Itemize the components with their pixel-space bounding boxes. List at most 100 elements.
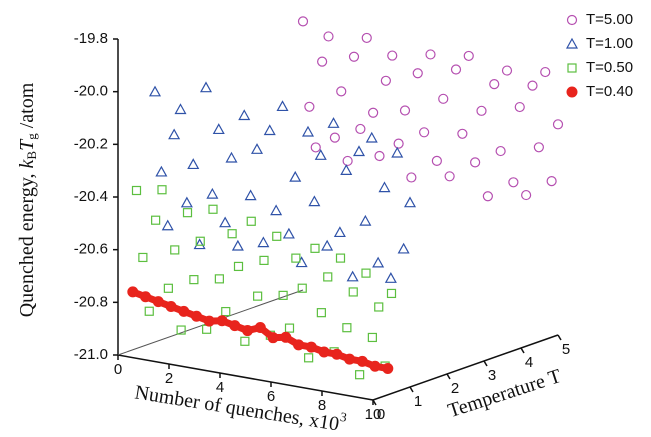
z-tick-label: 2 [451,380,459,397]
point [206,187,219,199]
label-part: g [24,133,39,140]
point [393,138,404,149]
point [155,165,168,177]
point [178,305,190,317]
point [369,360,381,372]
point [293,339,305,351]
point [189,275,199,285]
z-tick-label: 0 [377,406,385,423]
point [216,315,228,327]
point [310,243,320,253]
point [187,158,200,170]
point [419,127,430,138]
point [246,216,256,226]
z-tick [520,347,525,354]
point [212,123,225,135]
point [329,132,340,143]
y-tick-label: -20.8 [74,293,108,310]
point [297,283,307,293]
point [438,93,449,104]
point [282,227,295,239]
point [340,164,353,175]
point [365,131,378,143]
x-tick-label: 8 [318,397,326,414]
legend-label: T=5.00 [586,11,633,28]
point [335,253,346,263]
point [193,238,206,250]
point [514,101,525,113]
point [333,226,346,238]
point [348,287,358,297]
point [227,229,237,239]
point [444,171,455,182]
point [391,146,404,158]
point [238,109,251,121]
z-tick [483,360,488,367]
y-tick-label: -21.0 [74,346,108,363]
point [399,105,411,116]
point [450,64,462,75]
point [527,80,538,91]
point [367,332,377,343]
point [314,149,327,160]
point [356,355,368,367]
z-tick [446,373,451,380]
point [552,119,564,130]
label-part: T [16,138,38,151]
point [148,85,162,97]
z-axis-label: Temperature T [445,365,564,422]
point [342,323,352,333]
point [180,196,193,208]
point [482,191,493,202]
point [199,81,213,93]
point [272,231,282,241]
point [253,291,263,301]
point [457,128,468,139]
point [165,301,177,313]
x-tick-label: 2 [165,370,173,387]
z-tick-label: 3 [488,367,496,384]
point [221,306,231,317]
z-axis [372,334,559,401]
point [297,16,309,27]
point [406,172,417,183]
legend-marker [566,86,578,98]
point [276,100,289,112]
y-tick-label: -20.6 [74,241,108,258]
point [270,204,283,216]
point [168,128,181,140]
point [355,123,366,135]
point [372,256,385,268]
point [463,50,474,62]
point [476,105,487,116]
point [374,302,384,312]
point [280,331,292,343]
label-part: k [16,158,38,168]
point [174,103,187,115]
point [284,323,295,333]
point [508,177,519,188]
legend-label: T=0.50 [586,59,633,76]
point [331,348,343,360]
point [157,185,167,195]
point [263,124,276,136]
x-tick-label: 6 [267,388,275,405]
point [521,189,532,201]
point [131,185,142,196]
point [152,296,164,308]
point [387,50,398,61]
point [495,145,506,157]
label-part: Quenched energy, [16,168,38,317]
point [244,189,257,201]
x-tick-label: 0 [114,361,122,378]
point [308,195,321,207]
point [301,125,315,137]
point [225,151,238,163]
point [361,32,372,44]
point [208,204,218,214]
point [229,320,241,332]
point [361,268,371,278]
legend-label: T=1.00 [586,35,633,52]
point [546,176,557,187]
